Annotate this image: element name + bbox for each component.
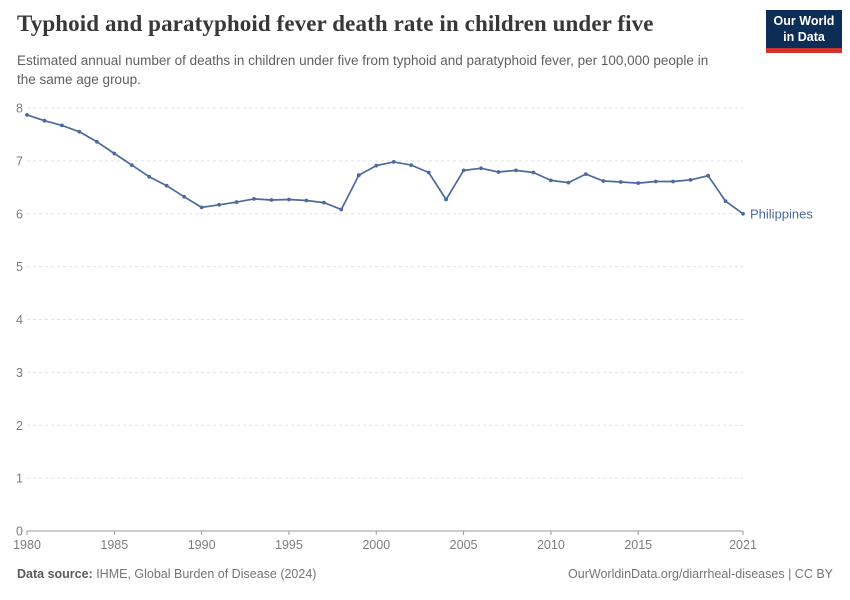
data-point-1996[interactable] (304, 198, 309, 203)
x-axis-label-2000: 2000 (362, 538, 390, 552)
y-axis-label-2: 2 (16, 419, 23, 433)
data-point-2009[interactable] (531, 170, 536, 175)
data-source-value: IHME, Global Burden of Disease (2024) (92, 567, 317, 581)
data-point-2006[interactable] (479, 166, 483, 171)
series-line-philippines[interactable] (26, 114, 744, 215)
y-axis-label-8: 8 (16, 102, 23, 116)
x-axis-label-2021: 2021 (729, 538, 757, 552)
data-point-1980[interactable] (25, 113, 29, 117)
data-point-2001[interactable] (391, 160, 396, 164)
data-point-2019[interactable] (706, 173, 710, 178)
x-axis-label-2015: 2015 (624, 538, 652, 552)
data-point-2021[interactable] (741, 211, 745, 216)
owid-logo-line2: in Data (783, 30, 825, 44)
data-point-2005[interactable] (461, 168, 466, 173)
data-point-2016[interactable] (653, 179, 658, 184)
data-point-1995[interactable] (287, 197, 291, 202)
license-label: | CC BY (784, 567, 833, 581)
data-point-1989[interactable] (182, 194, 187, 199)
data-point-2017[interactable] (671, 179, 675, 184)
data-point-1981[interactable] (42, 118, 47, 123)
data-point-1994[interactable] (269, 198, 274, 202)
data-point-1988[interactable] (164, 183, 169, 188)
data-point-2007[interactable] (496, 170, 501, 174)
data-point-1984[interactable] (95, 139, 99, 144)
y-axis-label-0: 0 (16, 525, 23, 539)
y-axis-label-3: 3 (16, 366, 23, 380)
data-point-2010[interactable] (549, 178, 553, 183)
x-axis-label-1990: 1990 (188, 538, 216, 552)
data-point-1991[interactable] (217, 202, 222, 207)
data-point-2000[interactable] (374, 163, 379, 168)
y-axis-label-4: 4 (16, 313, 23, 327)
data-point-2002[interactable] (409, 163, 414, 168)
x-axis-label-2005: 2005 (450, 538, 478, 552)
data-point-1987[interactable] (147, 174, 152, 179)
data-point-1997[interactable] (322, 200, 326, 205)
owid-url-link[interactable]: OurWorldinData.org/diarrheal-diseases (568, 567, 785, 581)
data-point-2013[interactable] (601, 179, 606, 183)
data-point-2008[interactable] (514, 168, 518, 173)
data-point-1998[interactable] (339, 207, 344, 212)
owid-logo-line1: Our World (773, 13, 835, 28)
data-point-1990[interactable] (199, 205, 204, 210)
data-point-2003[interactable] (426, 170, 431, 175)
y-axis-label-1: 1 (16, 472, 23, 486)
chart-footer: Data source: IHME, Global Burden of Dise… (17, 567, 833, 581)
data-point-2015[interactable] (636, 181, 641, 186)
x-axis-label-1995: 1995 (275, 538, 303, 552)
y-axis-label-7: 7 (16, 154, 23, 168)
data-point-1985[interactable] (112, 151, 117, 156)
chart-subtitle: Estimated annual number of deaths in chi… (17, 53, 709, 88)
x-axis-label-1980: 1980 (13, 538, 41, 552)
data-point-1982[interactable] (60, 123, 64, 128)
data-point-1993[interactable] (252, 197, 256, 201)
data-point-2004[interactable] (444, 197, 448, 202)
data-point-2018[interactable] (688, 178, 693, 182)
data-point-2020[interactable] (723, 199, 728, 204)
data-source-label: Data source: (17, 567, 93, 581)
data-point-2014[interactable] (618, 180, 623, 184)
footer-attribution: OurWorldinData.org/diarrheal-diseases | … (568, 567, 833, 581)
owid-logo[interactable]: Our World in Data (766, 10, 842, 53)
data-point-1983[interactable] (77, 129, 82, 134)
x-axis-label-1985: 1985 (100, 538, 128, 552)
data-point-1999[interactable] (356, 173, 361, 178)
data-point-2012[interactable] (583, 172, 588, 177)
y-axis-label-6: 6 (16, 207, 23, 221)
data-point-2011[interactable] (566, 180, 571, 185)
data-source-note: Data source: IHME, Global Burden of Dise… (17, 567, 316, 581)
line-chart-canvas[interactable]: 0 1 2 3 4 5 6 7 8 1980 1985 1990 1995 2000 2005 2010 201… (0, 0, 850, 560)
data-point-1986[interactable] (129, 163, 134, 168)
entity-label-philippines[interactable]: Philippines (750, 206, 813, 221)
y-axis-label-5: 5 (16, 260, 23, 274)
data-point-1992[interactable] (234, 200, 239, 205)
chart-title: Typhoid and paratyphoid fever death rate… (17, 11, 654, 36)
x-axis-label-2010: 2010 (537, 538, 565, 552)
